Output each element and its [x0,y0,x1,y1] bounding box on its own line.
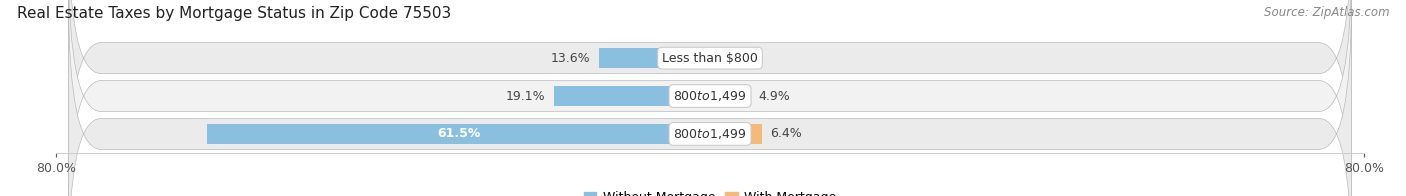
Text: Less than $800: Less than $800 [662,52,758,65]
FancyBboxPatch shape [69,0,1351,194]
Text: 61.5%: 61.5% [437,127,481,140]
FancyBboxPatch shape [69,0,1351,196]
Legend: Without Mortgage, With Mortgage: Without Mortgage, With Mortgage [579,186,841,196]
Text: Real Estate Taxes by Mortgage Status in Zip Code 75503: Real Estate Taxes by Mortgage Status in … [17,6,451,21]
Bar [710,48,721,68]
Bar [208,124,710,144]
Text: $800 to $1,499: $800 to $1,499 [673,127,747,141]
Bar [554,86,710,106]
Bar [710,124,762,144]
FancyBboxPatch shape [69,0,1351,196]
Bar [599,48,710,68]
Text: 13.6%: 13.6% [551,52,591,65]
Text: Source: ZipAtlas.com: Source: ZipAtlas.com [1264,6,1389,19]
Text: $800 to $1,499: $800 to $1,499 [673,89,747,103]
Text: 4.9%: 4.9% [758,90,790,103]
Bar [710,86,749,106]
Text: 1.4%: 1.4% [730,52,762,65]
Text: 19.1%: 19.1% [506,90,546,103]
Text: 6.4%: 6.4% [770,127,803,140]
